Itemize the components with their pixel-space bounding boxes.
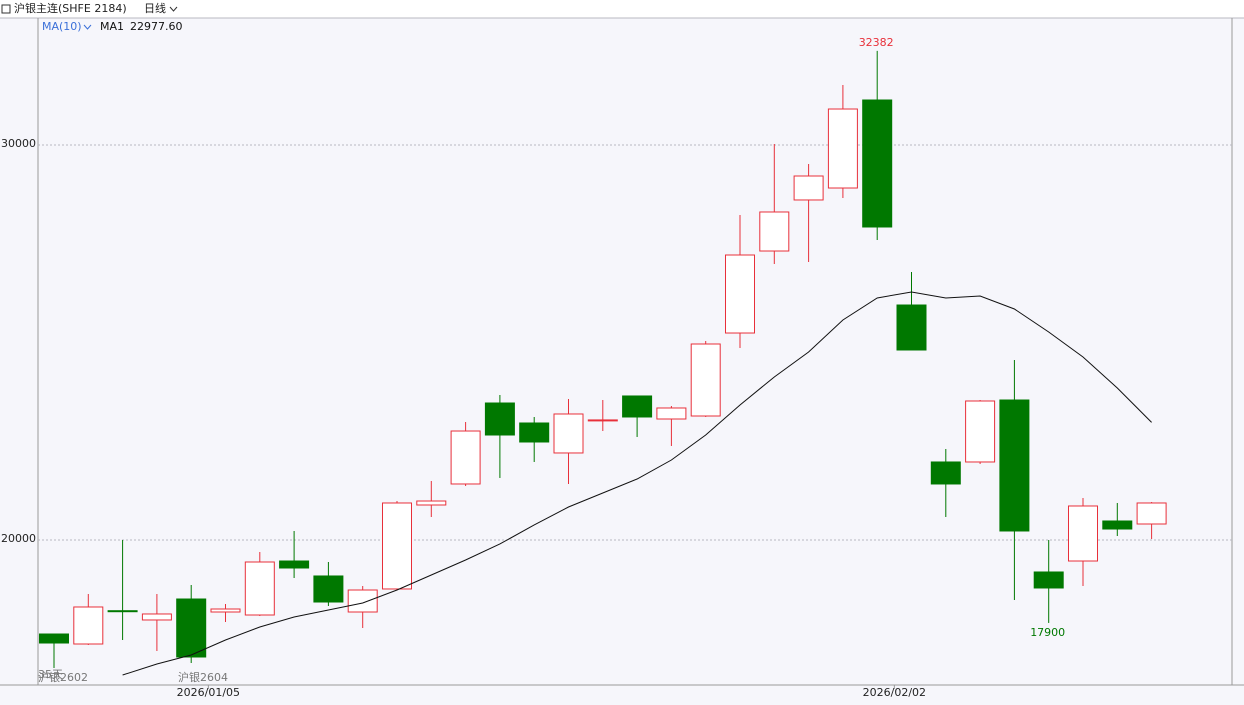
header-bar (0, 0, 1244, 18)
candle-body (793, 175, 824, 201)
candle-body (690, 343, 721, 417)
indicator-selector[interactable]: MA(10) (42, 20, 82, 33)
candle-body (896, 304, 927, 351)
contract-label: 35天 (38, 668, 63, 681)
candle-body (587, 419, 618, 422)
chart-title: 沪银主连(SHFE 2184) (14, 1, 127, 15)
candle-body (244, 561, 275, 616)
candle-body (39, 633, 69, 644)
candle-body (313, 575, 344, 603)
candle-body (519, 422, 550, 443)
candle-body (450, 430, 481, 485)
candle-body (347, 589, 378, 613)
contract-label: 沪银2602 (38, 670, 88, 684)
candle-body (1033, 571, 1064, 589)
candle-body (73, 606, 104, 645)
y-tick-label: 30000 (1, 137, 36, 150)
period-chevron[interactable] (169, 6, 178, 12)
candle-body (553, 413, 584, 454)
candle-body (279, 560, 310, 569)
candle-body (862, 99, 893, 228)
candle-body (930, 461, 961, 485)
candle-body (965, 400, 996, 463)
contract-label: 沪银2604 (178, 670, 228, 684)
window-icon[interactable] (1, 4, 11, 14)
candle-body (759, 211, 790, 252)
candle-body (141, 613, 172, 621)
candle-body (382, 502, 412, 590)
candle-body (1068, 505, 1098, 562)
plot: 20000 30000 2026/01/05 2026/02/02 32382 17900… (1, 36, 1232, 699)
candle-body (210, 608, 241, 613)
ma-line (122, 291, 1152, 676)
candle-body (176, 598, 207, 658)
candle-body (827, 108, 858, 189)
candle-body (107, 610, 138, 613)
period-selector[interactable]: 日线 (144, 1, 166, 15)
candle-body (656, 407, 687, 420)
candle-body (622, 395, 653, 418)
candle-body (1102, 520, 1133, 530)
candle-body (484, 402, 515, 436)
extreme-label: 17900 (1030, 626, 1065, 639)
candle-body (1136, 502, 1167, 525)
indicator-chevron[interactable] (83, 24, 92, 30)
y-tick-label: 20000 (1, 532, 36, 545)
candle-body (999, 399, 1030, 532)
ma-legend-value: 22977.60 (130, 20, 183, 33)
extreme-label: 32382 (859, 36, 894, 49)
ma-legend-name: MA1 (100, 20, 124, 33)
x-tick-label: 2026/02/02 (863, 686, 926, 699)
x-tick-label: 2026/01/05 (177, 686, 240, 699)
candle-body (725, 254, 755, 334)
candle-body (416, 500, 447, 506)
